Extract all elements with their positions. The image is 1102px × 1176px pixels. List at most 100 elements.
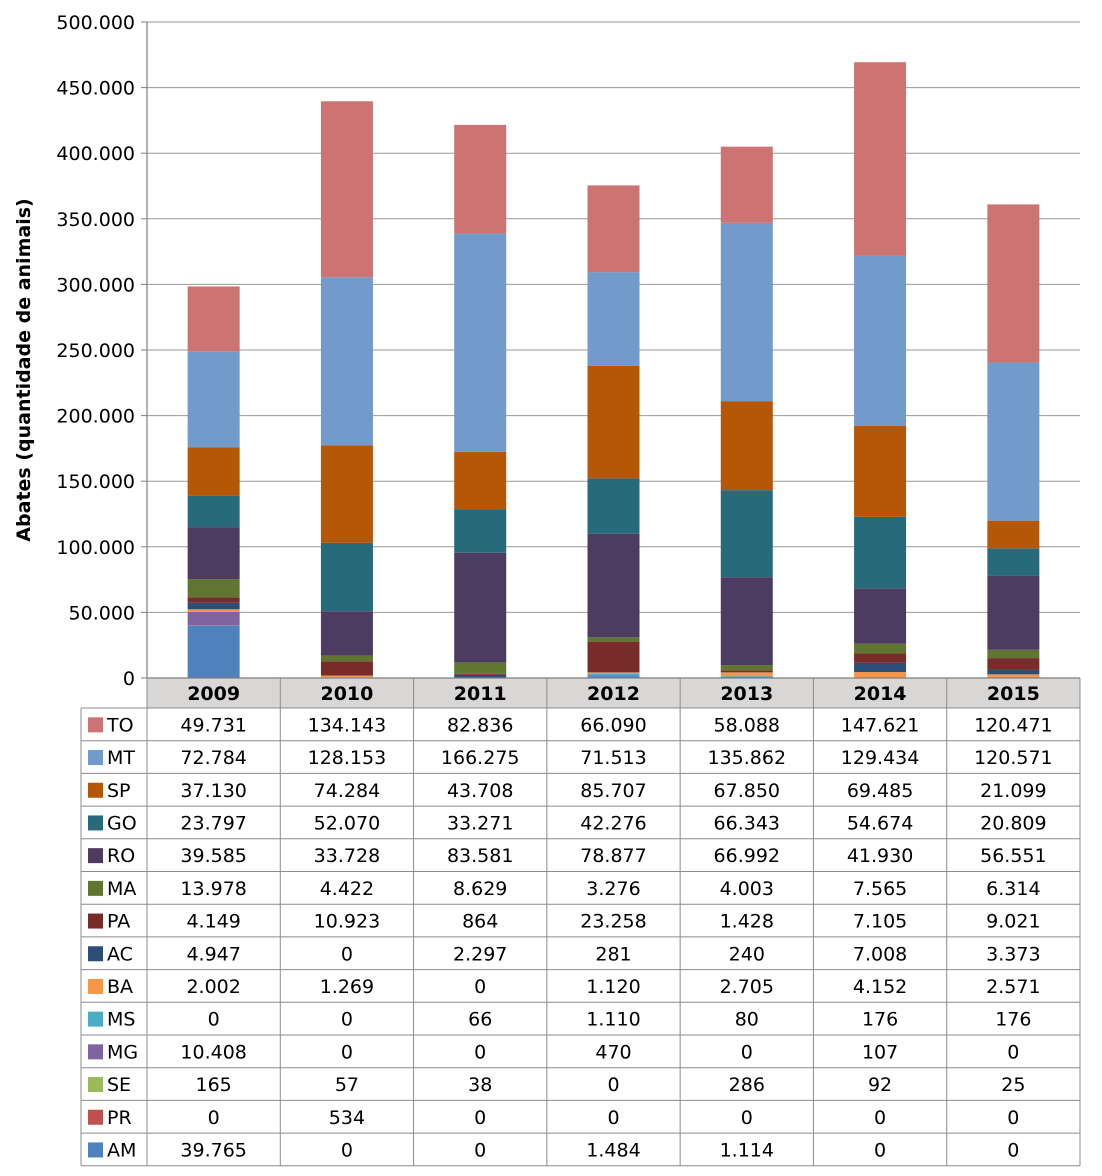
- legend-swatch-se: [88, 1077, 103, 1093]
- data-label-go-2012: 42.276: [580, 812, 646, 834]
- bar-segment-sp-2009: [187, 447, 240, 496]
- bar-segment-pa-2013: [720, 670, 773, 673]
- legend-swatch-to: [88, 717, 103, 733]
- bar-segment-sp-2010: [320, 445, 373, 543]
- bar-segment-ms-2012: [587, 673, 640, 676]
- bar-segment-sp-2014: [854, 425, 907, 517]
- data-label-ma-2011: 8.629: [453, 878, 507, 900]
- bar-segment-ac-2009: [187, 602, 240, 610]
- y-tick-label: 250.000: [56, 340, 135, 362]
- bar-segment-ma-2009: [187, 579, 240, 598]
- bar-segment-mt-2014: [854, 255, 907, 426]
- bar-segment-ma-2014: [854, 643, 907, 654]
- data-label-ba-2012: 1.120: [586, 976, 640, 998]
- legend-swatch-mt: [88, 750, 103, 766]
- bar-segment-to-2013: [720, 146, 773, 223]
- data-label-ro-2015: 56.551: [980, 845, 1046, 867]
- axes: [146, 22, 1080, 679]
- data-label-pa-2013: 1.428: [720, 911, 774, 933]
- data-label-am-2010: 0: [341, 1139, 353, 1161]
- bar-segment-ac-2014: [854, 662, 907, 673]
- bar-segment-mt-2009: [187, 351, 240, 448]
- data-label-ba-2011: 0: [474, 976, 486, 998]
- bar-segment-mg-2009: [187, 611, 240, 626]
- series-name-pa: PA: [107, 911, 130, 933]
- bar-segment-ba-2012: [587, 672, 640, 674]
- bar-segment-ba-2009: [187, 609, 240, 612]
- bar-segment-ac-2015: [987, 669, 1040, 675]
- bar-segment-am-2012: [587, 676, 640, 678]
- bar-segment-pa-2011: [454, 673, 507, 675]
- data-label-pr-2015: 0: [1007, 1107, 1019, 1129]
- table-header-bg: [147, 678, 1080, 708]
- data-label-to-2011: 82.836: [447, 714, 513, 736]
- bar-segment-to-2009: [187, 286, 240, 352]
- y-tick-label: 0: [123, 668, 135, 690]
- y-tick-label: 500.000: [56, 12, 135, 34]
- bar-segment-ma-2013: [720, 665, 773, 671]
- bar-segment-go-2010: [320, 542, 373, 612]
- data-label-ms-2015: 176: [995, 1009, 1031, 1031]
- series-name-ro: RO: [107, 845, 135, 867]
- data-label-ma-2015: 6.314: [986, 878, 1040, 900]
- legend-swatch-am: [88, 1142, 103, 1158]
- legend-swatch-ms: [88, 1011, 103, 1027]
- series-name-mg: MG: [107, 1041, 138, 1063]
- data-table: 2009 2010 2011 2012 2013 2014 2015 TO 49.731 134.…: [80, 677, 1081, 1167]
- data-label-ba-2013: 2.705: [720, 976, 774, 998]
- data-label-ro-2009: 39.585: [180, 845, 246, 867]
- series-name-ba: BA: [107, 976, 133, 998]
- y-tick-label: 100.000: [56, 537, 135, 559]
- bar-segment-sp-2011: [454, 451, 507, 510]
- data-label-se-2013: 286: [729, 1074, 765, 1096]
- data-label-am-2014: 0: [874, 1139, 886, 1161]
- y-tick-label: 450.000: [56, 78, 135, 100]
- data-label-sp-2015: 21.099: [980, 780, 1046, 802]
- bar-segment-to-2010: [320, 101, 373, 278]
- data-label-mg-2012: 470: [595, 1041, 631, 1063]
- data-label-ac-2010: 0: [341, 943, 353, 965]
- y-tick-label: 400.000: [56, 143, 135, 165]
- bar-segment-ma-2015: [987, 649, 1040, 659]
- data-label-pr-2011: 0: [474, 1107, 486, 1129]
- data-label-pa-2015: 9.021: [986, 911, 1040, 933]
- data-label-mg-2015: 0: [1007, 1041, 1019, 1063]
- legend-swatch-sp: [88, 782, 103, 798]
- data-label-ac-2011: 2.297: [453, 943, 507, 965]
- bar-segment-ba-2015: [987, 674, 1040, 678]
- bar-segment-ma-2011: [454, 662, 507, 674]
- series-name-ac: AC: [107, 943, 133, 965]
- data-label-ma-2010: 4.422: [320, 878, 374, 900]
- bar-segment-mg-2012: [587, 675, 640, 677]
- data-label-pr-2012: 0: [607, 1107, 619, 1129]
- bar-segment-sp-2012: [587, 365, 640, 479]
- y-axis-ticks: 0 50.000 100.000 150.000 200.000 250.000 300.0…: [56, 12, 147, 690]
- data-label-ro-2012: 78.877: [580, 845, 646, 867]
- data-label-ma-2013: 4.003: [720, 878, 774, 900]
- category-label-2015: 2015: [987, 683, 1040, 705]
- data-label-am-2013: 1.114: [720, 1139, 774, 1161]
- data-label-pa-2014: 7.105: [853, 911, 907, 933]
- data-label-ro-2013: 66.992: [714, 845, 780, 867]
- legend-swatch-ba: [88, 978, 103, 994]
- bar-segment-pa-2009: [187, 597, 240, 603]
- data-label-mg-2013: 0: [741, 1041, 753, 1063]
- data-label-am-2012: 1.484: [586, 1139, 640, 1161]
- data-label-sp-2011: 43.708: [447, 780, 513, 802]
- bar-segment-sp-2015: [987, 520, 1040, 549]
- bar-segment-pa-2012: [587, 641, 640, 673]
- bar-segment-ro-2015: [987, 575, 1040, 650]
- data-label-pa-2009: 4.149: [186, 911, 240, 933]
- data-label-pr-2013: 0: [741, 1107, 753, 1129]
- data-label-to-2010: 134.143: [308, 714, 387, 736]
- data-label-mg-2014: 107: [862, 1041, 898, 1063]
- data-label-to-2015: 120.471: [974, 714, 1053, 736]
- data-label-sp-2013: 67.850: [714, 780, 780, 802]
- bar-segment-go-2011: [454, 509, 507, 553]
- data-label-ms-2010: 0: [341, 1009, 353, 1031]
- bar-segment-pa-2014: [854, 653, 907, 663]
- data-label-sp-2014: 69.485: [847, 780, 913, 802]
- bar-segment-sp-2013: [720, 401, 773, 491]
- series-name-mt: MT: [107, 747, 135, 769]
- data-label-ms-2013: 80: [735, 1009, 759, 1031]
